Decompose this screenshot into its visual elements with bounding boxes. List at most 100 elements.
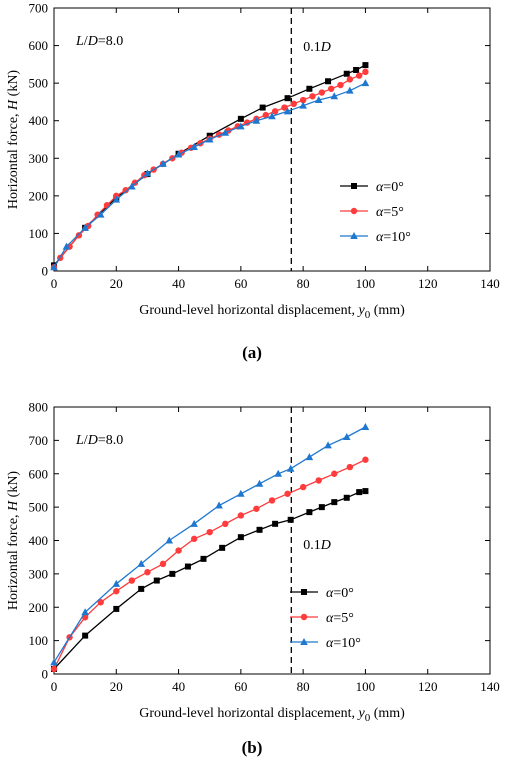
plot-frame bbox=[53, 7, 491, 272]
series-1 bbox=[50, 456, 369, 673]
x-tick-label: 120 bbox=[418, 679, 438, 694]
series-line bbox=[53, 490, 366, 670]
data-point bbox=[346, 463, 354, 471]
data-point bbox=[346, 86, 354, 94]
legend-marker bbox=[350, 232, 358, 239]
data-point bbox=[325, 78, 332, 85]
legend-entry: α=0° bbox=[290, 586, 354, 601]
data-point bbox=[50, 658, 58, 666]
data-point bbox=[324, 441, 332, 449]
data-point bbox=[306, 85, 313, 92]
series-2 bbox=[50, 79, 370, 271]
y-tick-label: 400 bbox=[29, 533, 49, 548]
x-tick-label: 40 bbox=[172, 276, 185, 291]
data-point bbox=[219, 544, 226, 551]
legend-marker bbox=[300, 613, 308, 621]
y-tick-label: 300 bbox=[29, 566, 49, 581]
data-point bbox=[262, 111, 269, 119]
data-point bbox=[356, 489, 363, 496]
y-axis-label: Horizontal force, H (kN) bbox=[6, 70, 21, 210]
data-point bbox=[272, 520, 279, 527]
legend-marker bbox=[350, 207, 358, 215]
x-tick-label: 0 bbox=[51, 276, 58, 291]
data-point bbox=[62, 242, 71, 250]
chart-panel-b: 0 20 40 60 80 100 120 140 0 100 200 300 400 500 600 700… bbox=[6, 400, 500, 758]
y-axis-label: Horizontal force, H (kN) bbox=[6, 471, 21, 611]
data-point bbox=[337, 81, 344, 89]
legend-marker bbox=[301, 589, 307, 595]
data-point bbox=[330, 92, 339, 100]
data-point bbox=[81, 608, 89, 616]
data-point bbox=[255, 479, 264, 487]
data-point bbox=[144, 569, 151, 576]
data-point bbox=[137, 559, 145, 567]
data-point bbox=[284, 95, 291, 102]
x-tick-label: 40 bbox=[172, 679, 185, 694]
data-point bbox=[253, 505, 260, 512]
data-point bbox=[165, 536, 174, 544]
data-point bbox=[362, 456, 369, 463]
x-tick-label: 120 bbox=[418, 276, 438, 291]
data-point bbox=[190, 535, 198, 543]
legend-label: α=0° bbox=[376, 180, 404, 195]
data-point bbox=[81, 223, 89, 231]
x-tick-label: 20 bbox=[110, 679, 123, 694]
data-point bbox=[75, 232, 83, 239]
data-point bbox=[361, 423, 370, 431]
data-point bbox=[50, 665, 58, 673]
y-tick-label: 100 bbox=[29, 226, 49, 241]
series-line bbox=[53, 82, 366, 268]
series-line bbox=[53, 459, 366, 670]
legend-label: α=5° bbox=[376, 205, 404, 220]
data-point bbox=[252, 116, 261, 124]
data-point bbox=[237, 534, 244, 541]
data-point bbox=[286, 464, 295, 472]
data-point bbox=[361, 79, 370, 87]
data-point bbox=[353, 66, 360, 73]
data-point bbox=[331, 470, 338, 477]
data-point bbox=[306, 509, 313, 516]
legend-entry: α=10° bbox=[290, 636, 361, 651]
data-point bbox=[174, 150, 183, 158]
data-point bbox=[221, 128, 230, 136]
x-tick-label: 140 bbox=[480, 276, 500, 291]
data-point bbox=[362, 62, 369, 69]
y-tick-label: 800 bbox=[29, 400, 49, 415]
y-tick-label: 700 bbox=[29, 1, 49, 16]
data-point bbox=[237, 512, 245, 519]
data-point bbox=[287, 516, 294, 523]
data-point bbox=[222, 520, 229, 528]
legend-marker bbox=[300, 638, 308, 645]
y-tick-label: 200 bbox=[29, 188, 49, 203]
data-point bbox=[284, 490, 291, 497]
reference-line-label: 0.1D bbox=[303, 40, 331, 55]
chart-panel-a: 0 20 40 60 80 100 120 140 0 100 200 300 400 500 600 700… bbox=[6, 1, 500, 363]
data-point bbox=[175, 547, 182, 554]
y-tick-label: 400 bbox=[29, 113, 49, 128]
data-point bbox=[356, 72, 363, 79]
data-point bbox=[96, 210, 105, 218]
data-point bbox=[362, 68, 369, 76]
legend-entry: α=10° bbox=[340, 230, 411, 245]
data-point bbox=[346, 76, 354, 83]
data-point bbox=[362, 488, 369, 495]
data-point bbox=[113, 588, 120, 595]
legend-entry: α=5° bbox=[340, 205, 404, 220]
data-point bbox=[122, 187, 129, 194]
x-tick-label: 80 bbox=[297, 679, 310, 694]
y-tick-label: 100 bbox=[29, 633, 49, 648]
x-axis-label: Ground-level horizontal displacement, y0… bbox=[139, 303, 405, 321]
data-point bbox=[112, 195, 121, 203]
data-point bbox=[143, 169, 152, 177]
series-0 bbox=[51, 488, 369, 672]
reference-line-label: 0.1D bbox=[303, 538, 331, 553]
data-point bbox=[309, 93, 316, 100]
data-point bbox=[283, 107, 292, 115]
data-point bbox=[153, 577, 160, 584]
data-point bbox=[237, 115, 244, 122]
data-point bbox=[299, 101, 307, 109]
data-point bbox=[112, 579, 121, 587]
data-point bbox=[184, 563, 191, 570]
x-axis-label: Ground-level horizontal displacement, y0… bbox=[139, 706, 405, 724]
